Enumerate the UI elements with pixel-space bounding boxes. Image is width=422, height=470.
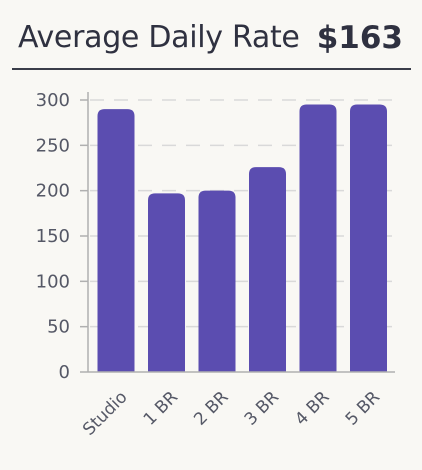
x-tick-label: 5 BR: [342, 387, 384, 429]
x-tick-label: 4 BR: [291, 387, 333, 429]
x-tick-label: 2 BR: [190, 387, 232, 429]
x-tick-label: Studio: [79, 387, 131, 439]
average-rate-value: $163: [316, 20, 403, 56]
bar-4-br: [299, 104, 337, 373]
bar-studio: [97, 109, 135, 373]
y-tick-label: 150: [36, 226, 70, 247]
bar-2-br: [198, 190, 236, 372]
x-tick-label: 1 BR: [140, 387, 182, 429]
chart-header: Average Daily Rate $163: [12, 18, 411, 70]
y-tick-label: 50: [47, 317, 70, 338]
y-tick-label: 300: [36, 90, 70, 111]
bar-3-br: [249, 167, 286, 372]
y-tick-label: 200: [36, 181, 70, 202]
y-tick-label: 0: [59, 362, 70, 383]
y-tick-label: 250: [36, 135, 70, 156]
x-tick-label: 3 BR: [241, 387, 283, 429]
bar-5-br: [350, 104, 387, 373]
chart-title: Average Daily Rate: [18, 20, 300, 55]
bar-1-br: [148, 193, 185, 372]
y-tick-label: 100: [36, 271, 70, 292]
